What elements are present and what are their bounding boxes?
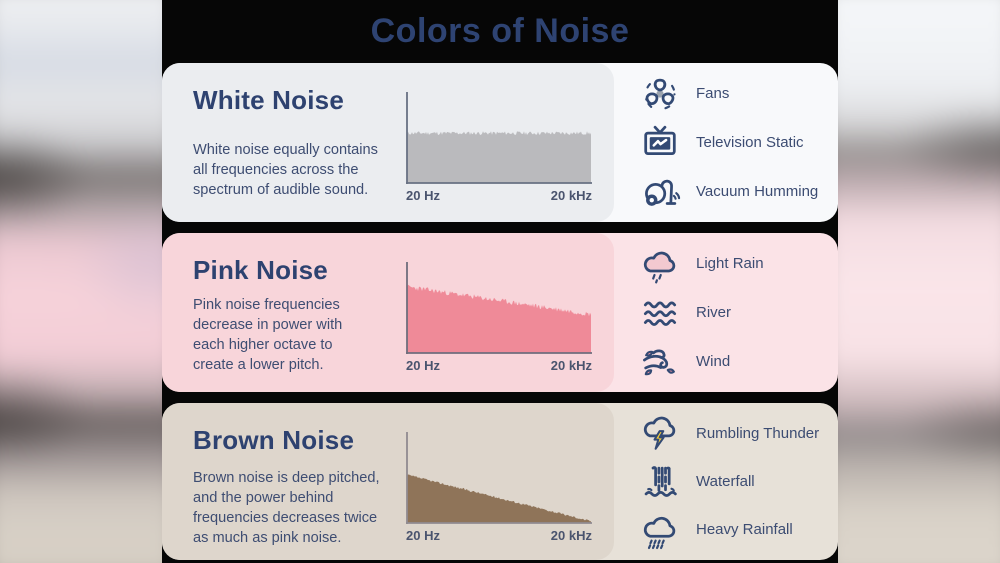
- example-label: Fans: [696, 85, 730, 103]
- rain-cloud-icon: [638, 242, 682, 286]
- example-label: Rumbling Thunder: [696, 424, 820, 442]
- section-title: Brown Noise: [193, 425, 355, 455]
- white-noise-spectrum-plot: [406, 92, 592, 184]
- white-noise-text: White Noise White noise equally contains…: [193, 63, 405, 200]
- blurred-backdrop-left: [0, 0, 186, 563]
- axis-label-high: 20 kHz: [550, 188, 592, 203]
- television-static-icon: [638, 121, 682, 165]
- page-title: Colors of Noise: [370, 12, 630, 50]
- axis-label-low: 20 Hz: [406, 528, 440, 543]
- waterfall-icon: [638, 460, 682, 504]
- fan-icon: [638, 72, 682, 116]
- axis-label-low: 20 Hz: [406, 188, 440, 203]
- example-heavy-rainfall: Heavy Rainfall: [614, 508, 838, 552]
- section-description: Pink noise frequencies decrease in power…: [193, 297, 343, 374]
- pink-noise-examples: Light Rain River: [614, 233, 838, 392]
- axis-labels: 20 Hz 20 kHz: [406, 528, 592, 543]
- axis-label-high: 20 kHz: [550, 528, 592, 543]
- example-television-static: Television Static: [614, 121, 838, 165]
- axis-label-low: 20 Hz: [406, 358, 440, 373]
- white-noise-examples: Fans Television Static: [614, 63, 838, 222]
- brown-noise-spectrum-plot: [406, 432, 592, 524]
- section-description: White noise equally contains all frequen…: [193, 142, 378, 199]
- axis-labels: 20 Hz 20 kHz: [406, 188, 592, 203]
- example-waterfall: Waterfall: [614, 460, 838, 504]
- section-title: White Noise: [193, 85, 344, 115]
- section-title: Pink Noise: [193, 255, 328, 285]
- brown-noise-card: Brown Noise Brown noise is deep pitched,…: [162, 403, 838, 560]
- example-label: Television Static: [696, 134, 804, 151]
- header: Colors of Noise: [162, 0, 838, 63]
- example-label: Light Rain: [696, 255, 764, 273]
- brown-noise-spectrum-chart: 20 Hz 20 kHz: [406, 432, 592, 543]
- brown-noise-examples: Rumbling Thunder: [614, 403, 838, 560]
- blurred-backdrop-right: [814, 0, 1000, 563]
- axis-label-high: 20 kHz: [550, 358, 592, 373]
- main-panel: Colors of Noise White Noise White noise …: [162, 0, 838, 563]
- example-label: River: [696, 304, 732, 321]
- example-label: Vacuum Humming: [696, 182, 819, 200]
- example-wind: Wind: [614, 339, 838, 383]
- pink-noise-text: Pink Noise Pink noise frequencies decrea…: [193, 233, 405, 376]
- example-river: River: [614, 291, 838, 335]
- vacuum-cleaner-icon: [638, 169, 682, 213]
- example-label: Waterfall: [696, 473, 755, 490]
- pink-noise-spectrum-chart: 20 Hz 20 kHz: [406, 262, 592, 373]
- example-fans: Fans: [614, 72, 838, 116]
- wind-icon: [638, 339, 682, 383]
- white-noise-spectrum-chart: 20 Hz 20 kHz: [406, 92, 592, 203]
- river-waves-icon: [638, 291, 682, 335]
- pink-noise-card: Pink Noise Pink noise frequencies decrea…: [162, 233, 838, 392]
- section-description: Brown noise is deep pitched, and the pow…: [193, 470, 380, 547]
- brown-noise-text: Brown Noise Brown noise is deep pitched,…: [193, 403, 405, 549]
- pink-noise-spectrum-plot: [406, 262, 592, 354]
- axis-labels: 20 Hz 20 kHz: [406, 358, 592, 373]
- white-noise-card: White Noise White noise equally contains…: [162, 63, 838, 222]
- example-label: Heavy Rainfall: [696, 521, 793, 539]
- heavy-rain-icon: [638, 508, 682, 552]
- example-vacuum-humming: Vacuum Humming: [614, 169, 838, 213]
- example-label: Wind: [696, 352, 731, 370]
- example-rumbling-thunder: Rumbling Thunder: [614, 411, 838, 455]
- thunder-cloud-icon: [638, 411, 682, 455]
- brown-noise-inner-panel: [162, 403, 614, 560]
- example-light-rain: Light Rain: [614, 242, 838, 286]
